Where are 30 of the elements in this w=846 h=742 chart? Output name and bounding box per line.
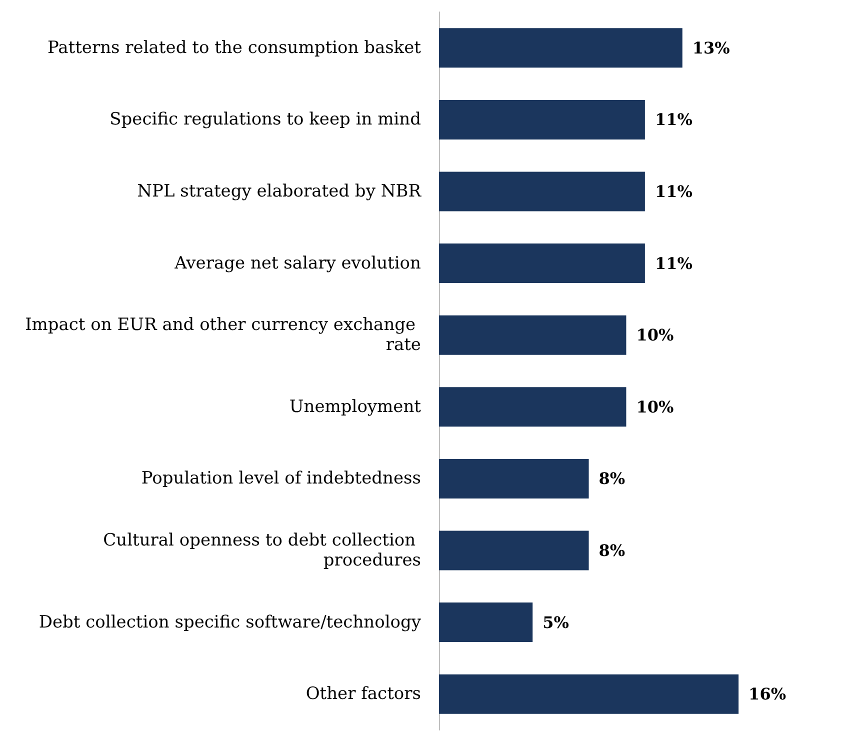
y-tick-label: Other factors	[306, 684, 421, 704]
bar	[439, 315, 626, 355]
y-tick-label: Patterns related to the consumption basket	[47, 38, 422, 58]
bar	[439, 244, 645, 284]
data-label: 10%	[636, 326, 674, 345]
bar	[439, 28, 682, 68]
y-tick-label: Population level of indebtedness	[141, 468, 421, 489]
y-tick-label: NPL strategy elaborated by NBR	[137, 182, 422, 202]
data-label: 10%	[636, 397, 674, 416]
data-label: 8%	[598, 469, 626, 488]
bar	[439, 172, 645, 212]
y-tick-label: Unemployment	[289, 396, 422, 417]
bar	[439, 530, 589, 570]
y-tick-label: Cultural openness to debt collection procedures	[103, 530, 421, 570]
data-label: 11%	[654, 254, 692, 273]
y-tick-label: Specific regulations to keep in mind	[110, 110, 422, 130]
data-label: 11%	[654, 110, 692, 130]
bar	[439, 100, 645, 140]
data-label: 11%	[654, 182, 692, 201]
bar	[439, 387, 626, 427]
data-label: 8%	[598, 541, 626, 560]
bar	[439, 458, 589, 498]
data-label: 16%	[748, 684, 786, 704]
data-label: 5%	[542, 612, 569, 632]
y-tick-label: Average net salary evolution	[174, 253, 422, 274]
bar	[439, 674, 739, 714]
y-tick-label: Debt collection specific software/technology	[38, 612, 422, 632]
y-tick-label: Impact on EUR and other currency exchange rate	[25, 315, 421, 356]
data-label: 13%	[692, 38, 730, 58]
bar	[439, 602, 533, 642]
